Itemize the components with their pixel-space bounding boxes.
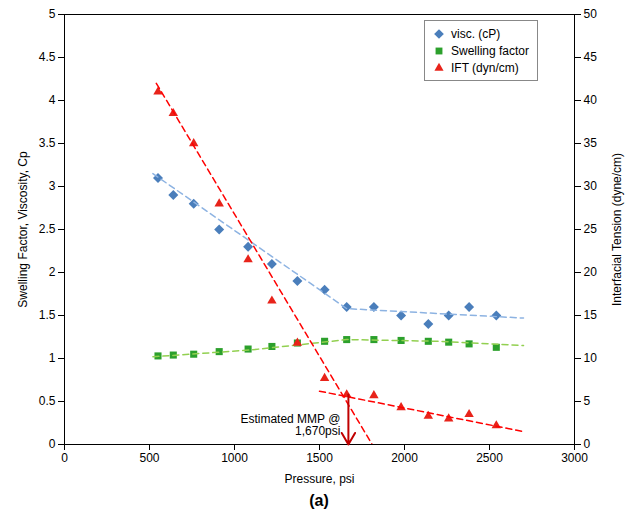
svg-text:45: 45 — [584, 50, 598, 64]
svg-text:1.5: 1.5 — [39, 308, 56, 322]
svg-text:3000: 3000 — [561, 451, 588, 465]
html-text:visc. (cP): visc. (cP) — [451, 26, 501, 41]
svg-text:2500: 2500 — [476, 451, 503, 465]
svg-text:0: 0 — [61, 451, 68, 465]
html-text:(a): (a) — [309, 492, 329, 509]
svg-text:Pressure, psi: Pressure, psi — [284, 472, 354, 486]
svg-text:2: 2 — [49, 265, 56, 279]
svg-text:15: 15 — [584, 308, 598, 322]
svg-text:30: 30 — [584, 179, 598, 193]
svg-text:500: 500 — [139, 451, 159, 465]
svg-text:35: 35 — [584, 136, 598, 150]
svg-text:0.5: 0.5 — [39, 394, 56, 408]
svg-text:4: 4 — [49, 93, 56, 107]
svg-text:20: 20 — [584, 265, 598, 279]
svg-text:40: 40 — [584, 93, 598, 107]
svg-text:25: 25 — [584, 222, 598, 236]
svg-text:1: 1 — [49, 351, 56, 365]
svg-text:3: 3 — [49, 179, 56, 193]
svg-text:5: 5 — [584, 394, 591, 408]
svg-text:Swelling Factor, Viscosity, Cp: Swelling Factor, Viscosity, Cp — [16, 151, 30, 308]
svg-text:1000: 1000 — [221, 451, 248, 465]
html-text:Swelling factor: Swelling factor — [451, 43, 529, 58]
svg-text:2000: 2000 — [391, 451, 418, 465]
svg-text:3.5: 3.5 — [39, 136, 56, 150]
svg-text:50: 50 — [584, 7, 598, 21]
svg-text:Interfacial Tension (dyne/cm): Interfacial Tension (dyne/cm) — [610, 153, 624, 306]
svg-text:4.5: 4.5 — [39, 50, 56, 64]
svg-text:1500: 1500 — [306, 451, 333, 465]
svg-text:5: 5 — [49, 7, 56, 21]
svg-text:2.5: 2.5 — [39, 222, 56, 236]
html-text:IFT (dyn/cm): IFT (dyn/cm) — [451, 60, 519, 75]
svg-text:0: 0 — [584, 437, 591, 451]
svg-text:10: 10 — [584, 351, 598, 365]
svg-text:Estimated MMP @1,670psi: Estimated MMP @1,670psi — [240, 412, 340, 438]
svg-text:0: 0 — [49, 437, 56, 451]
